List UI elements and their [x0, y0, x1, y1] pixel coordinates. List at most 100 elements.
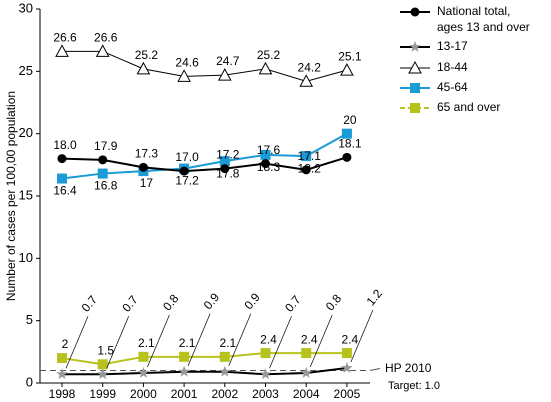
y-tick-label: 5	[26, 312, 33, 327]
data-label: 26.6	[94, 31, 118, 45]
data-label: 0.7	[282, 293, 304, 315]
x-tick-label: 1999	[89, 387, 116, 401]
data-label: 17	[140, 176, 154, 190]
legend-label: 13-17	[437, 39, 468, 53]
data-point	[97, 168, 108, 179]
data-label: 17.6	[257, 143, 281, 157]
data-label: 24.6	[175, 55, 199, 69]
x-tick-label: 2002	[211, 387, 238, 401]
label-leader	[269, 316, 292, 369]
data-point	[341, 128, 352, 139]
data-point	[217, 68, 232, 81]
data-label: 17.0	[175, 150, 199, 164]
data-label: 2.1	[138, 336, 155, 350]
data-point	[177, 69, 191, 82]
data-point	[301, 165, 311, 175]
label-leader	[187, 313, 211, 366]
data-label: 17.3	[135, 146, 159, 160]
y-axis-title: Number of cases per 100,00 population	[4, 91, 18, 301]
data-label: 0.7	[119, 293, 141, 315]
legend-marker	[410, 83, 420, 93]
legend-label: National total, ages 13 and over	[437, 4, 530, 34]
label-leader	[309, 314, 333, 368]
legend-marker	[408, 60, 422, 74]
y-tick-label: 30	[19, 0, 33, 15]
data-label: 18.0	[53, 138, 77, 152]
data-point	[57, 353, 67, 364]
legend-label: 45-64	[437, 80, 468, 94]
data-point	[299, 74, 314, 87]
data-label: 0.7	[79, 293, 101, 315]
data-label: 17.1	[298, 149, 322, 163]
label-leader	[106, 316, 130, 369]
data-label: 1.2	[364, 286, 386, 308]
data-point	[259, 368, 272, 380]
data-point	[258, 61, 273, 75]
data-point	[219, 365, 231, 377]
y-tick-label: 10	[19, 250, 33, 265]
label-leader	[65, 316, 89, 369]
data-point	[220, 164, 230, 174]
data-point	[300, 367, 312, 378]
x-tick-label: 2005	[334, 387, 361, 401]
data-label: 2.4	[260, 332, 277, 346]
data-point	[98, 155, 108, 165]
data-point	[138, 351, 149, 362]
data-point	[57, 154, 67, 164]
data-label: 25.1	[338, 49, 362, 63]
data-point	[55, 44, 69, 57]
legend-label: 18-44	[437, 60, 468, 74]
data-label: 26.6	[53, 31, 77, 45]
series-line	[62, 367, 348, 376]
series-line	[61, 156, 348, 173]
data-label: 1.5	[97, 343, 114, 357]
data-point	[341, 348, 352, 359]
target-leader	[369, 368, 381, 372]
data-point	[57, 173, 67, 184]
data-label: 17.2	[175, 174, 199, 188]
data-label: 0.8	[160, 291, 182, 313]
legend-marker	[410, 103, 420, 113]
data-point	[97, 359, 108, 370]
y-tick-label: 25	[19, 63, 33, 78]
data-point	[138, 162, 148, 172]
data-point	[137, 367, 150, 378]
x-tick-label: 2000	[130, 387, 157, 401]
data-label: 0.9	[201, 290, 223, 312]
data-label: 0.9	[241, 290, 263, 312]
data-point	[341, 362, 353, 373]
data-label: 17.9	[94, 139, 118, 153]
x-tick-label: 1998	[49, 387, 76, 401]
data-label: 0.8	[323, 291, 345, 313]
y-tick-label: 15	[19, 187, 33, 202]
data-point	[179, 166, 189, 176]
x-tick-label: 2001	[171, 387, 198, 401]
data-label: 24.7	[216, 54, 240, 68]
legend-marker	[410, 7, 420, 17]
x-tick-label: 2004	[293, 387, 320, 401]
label-leader	[350, 309, 374, 363]
data-point	[56, 368, 68, 380]
data-point	[95, 44, 110, 57]
data-point	[219, 351, 230, 362]
series-line	[61, 352, 347, 366]
data-label: 2.4	[301, 332, 318, 346]
data-point	[301, 151, 312, 162]
data-point	[260, 348, 271, 359]
legend-label: 65 and over	[437, 100, 500, 114]
data-label: 16.4	[53, 184, 77, 198]
data-point	[179, 351, 190, 362]
y-tick-label: 0	[26, 374, 33, 389]
data-point	[136, 61, 151, 75]
series-line	[62, 50, 348, 82]
data-label: 17.2	[216, 148, 240, 162]
data-label: 2	[62, 337, 69, 351]
data-label: 18.1	[338, 137, 362, 151]
x-tick-label: 2003	[252, 387, 279, 401]
data-label: 25.2	[135, 48, 159, 62]
data-point	[219, 156, 230, 167]
data-point	[96, 368, 109, 380]
data-label: 2.4	[342, 332, 359, 346]
label-leader	[147, 314, 170, 368]
